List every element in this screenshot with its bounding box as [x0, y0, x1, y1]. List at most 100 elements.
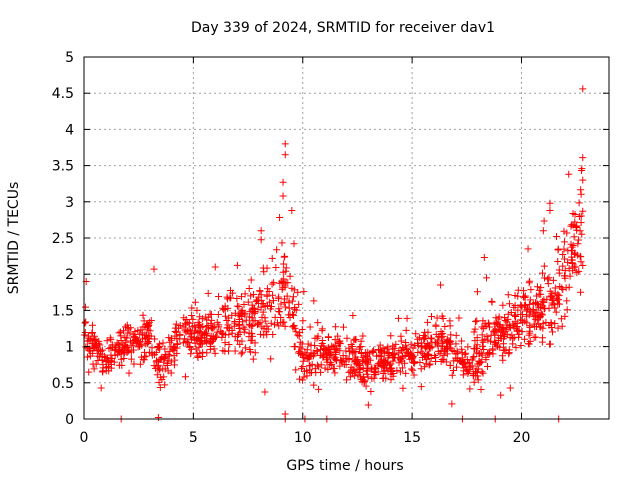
data-point	[315, 385, 323, 393]
data-point	[219, 347, 227, 355]
data-point	[278, 239, 286, 247]
data-point	[181, 373, 189, 381]
data-point	[364, 401, 372, 409]
data-point	[548, 293, 556, 301]
data-point	[136, 330, 144, 338]
data-point	[167, 369, 175, 377]
data-point	[425, 361, 433, 369]
data-point	[493, 342, 501, 350]
data-point	[538, 269, 546, 277]
data-point	[540, 298, 548, 306]
data-point	[499, 301, 507, 309]
data-point	[536, 313, 544, 321]
data-point	[561, 312, 569, 320]
data-point	[120, 350, 128, 358]
data-point	[533, 283, 541, 291]
data-point	[470, 378, 478, 386]
data-point	[573, 226, 581, 234]
data-point	[526, 323, 534, 331]
data-point	[473, 288, 481, 296]
data-point	[375, 351, 383, 359]
data-point	[88, 321, 96, 329]
data-point	[310, 297, 318, 305]
data-point	[115, 329, 123, 337]
data-point	[133, 337, 141, 345]
data-point	[84, 344, 92, 352]
data-point	[553, 294, 561, 302]
data-point	[300, 373, 308, 381]
x-tick-label: 5	[189, 430, 198, 446]
data-point	[320, 352, 328, 360]
data-point	[362, 382, 370, 390]
data-point	[453, 347, 461, 355]
data-point	[276, 214, 284, 222]
data-point	[316, 346, 324, 354]
data-point	[452, 363, 460, 371]
data-point	[427, 335, 435, 343]
data-point	[201, 330, 209, 338]
data-point	[231, 319, 239, 327]
data-point	[523, 319, 531, 327]
data-point	[299, 351, 307, 359]
data-point	[517, 342, 525, 350]
data-point	[569, 242, 577, 250]
data-point	[288, 206, 296, 214]
data-point	[484, 349, 492, 357]
data-point	[425, 350, 433, 358]
data-point	[191, 298, 199, 306]
data-point	[513, 327, 521, 335]
data-point	[466, 366, 474, 374]
data-point	[533, 308, 541, 316]
data-point	[399, 384, 407, 392]
data-point	[154, 414, 162, 422]
data-point	[523, 305, 531, 313]
data-point	[164, 356, 172, 364]
data-point	[224, 295, 232, 303]
data-point	[554, 324, 562, 332]
data-point	[281, 252, 289, 260]
data-point	[416, 334, 424, 342]
data-point	[468, 362, 476, 370]
data-point	[544, 280, 552, 288]
data-point	[563, 306, 571, 314]
data-point	[275, 293, 283, 301]
data-point	[211, 349, 219, 357]
data-point	[489, 346, 497, 354]
data-point	[441, 322, 449, 330]
data-point	[443, 338, 451, 346]
data-point	[88, 328, 96, 336]
data-point	[220, 306, 228, 314]
data-point	[143, 331, 151, 339]
data-point	[483, 332, 491, 340]
data-point	[264, 325, 272, 333]
data-point	[414, 335, 422, 343]
data-point	[99, 364, 107, 372]
data-point	[434, 336, 442, 344]
data-point	[422, 333, 430, 341]
data-point	[565, 170, 573, 178]
data-point	[561, 255, 569, 263]
data-point	[393, 366, 401, 374]
data-point	[260, 268, 268, 276]
data-point	[204, 289, 212, 297]
data-point	[464, 343, 472, 351]
data-point	[295, 349, 303, 357]
data-point	[336, 340, 344, 348]
data-point	[159, 339, 167, 347]
data-point	[558, 322, 566, 330]
data-point	[279, 318, 287, 326]
data-point	[526, 337, 534, 345]
data-point	[443, 345, 451, 353]
data-point	[291, 305, 299, 313]
data-point	[255, 320, 263, 328]
data-point	[409, 344, 417, 352]
data-point	[268, 254, 276, 262]
data-point	[217, 327, 225, 335]
data-point	[247, 337, 255, 345]
data-point	[507, 308, 515, 316]
data-point	[494, 337, 502, 345]
data-point	[473, 317, 481, 325]
data-point	[92, 360, 100, 368]
data-point	[460, 367, 468, 375]
data-point	[478, 368, 486, 376]
